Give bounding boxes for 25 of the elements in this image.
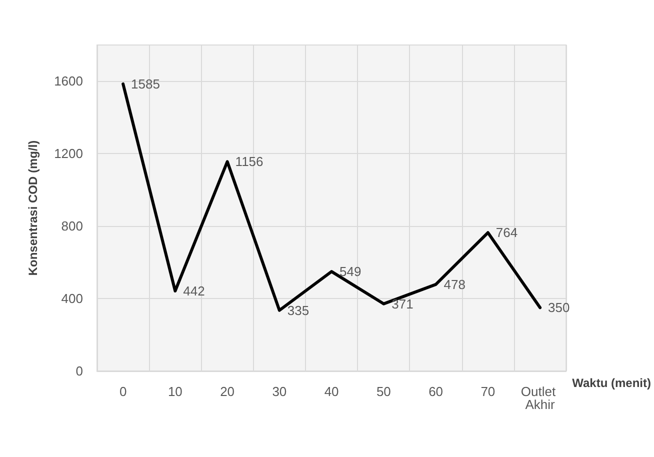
- data-label: 335: [287, 302, 310, 318]
- x-tick-label: 0: [119, 384, 127, 399]
- data-label: 764: [496, 225, 518, 240]
- data-label: 1585: [131, 76, 160, 92]
- y-axis-title: Konsentrasi COD (mg/l): [26, 140, 40, 276]
- data-label: 350: [548, 300, 570, 316]
- x-axis-title: Waktu (menit): [572, 376, 652, 390]
- data-label: 1156: [235, 154, 264, 170]
- y-tick-label: 400: [61, 291, 83, 306]
- x-tick-label: 10: [168, 384, 182, 399]
- x-tick-label: 40: [324, 384, 339, 399]
- x-tick-label: 50: [376, 384, 391, 399]
- data-label: 442: [183, 283, 205, 298]
- x-tick-label: Outlet Akhir: [520, 384, 560, 412]
- y-tick-label: 800: [61, 218, 83, 234]
- y-tick-label: 1600: [54, 74, 83, 89]
- y-tick-label: 0: [76, 364, 83, 378]
- data-label: 371: [392, 296, 414, 312]
- y-tick-label: 1200: [54, 146, 83, 162]
- data-label: 549: [340, 264, 362, 280]
- data-label: 478: [444, 276, 466, 292]
- x-tick-label: 30: [272, 384, 287, 399]
- x-tick-label: 60: [428, 384, 444, 399]
- x-tick-label: 70: [480, 384, 496, 399]
- x-tick-label: 20: [220, 384, 235, 399]
